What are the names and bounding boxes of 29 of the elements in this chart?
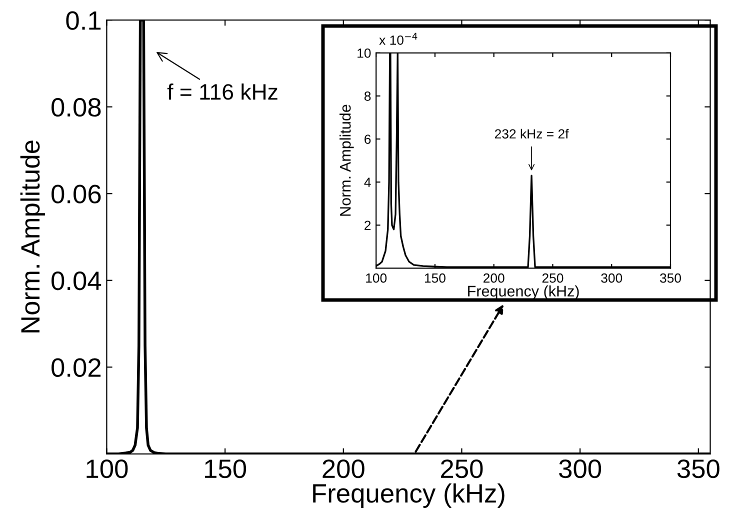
y-tick-label: 0.04 <box>52 272 102 290</box>
x-tick-label: 100 <box>86 459 128 478</box>
x-tick-label: 150 <box>205 459 246 478</box>
y-tick-label: 4 <box>364 178 371 187</box>
x-tick-label: 200 <box>322 459 364 478</box>
x-axis-title: Frequency (kHz) <box>313 483 504 508</box>
y-tick-label: 0.08 <box>52 98 101 117</box>
y-tick-label: 10 <box>358 48 371 58</box>
y-tick-label: 8 <box>364 92 371 101</box>
y-tick-label: 0.06 <box>52 184 101 204</box>
x-tick-label: 150 <box>424 273 446 283</box>
x-tick-label: 200 <box>484 273 504 283</box>
y-tick-label: 6 <box>364 134 371 144</box>
x-tick-label: 250 <box>542 273 564 283</box>
x-tick-label: 350 <box>677 459 720 478</box>
x-tick-label: 300 <box>601 273 622 283</box>
x-tick-label: 300 <box>559 459 602 478</box>
x-tick-label: 250 <box>441 459 483 478</box>
x-tick-label: 100 <box>366 273 387 283</box>
annotation: x 10$^{−4}$ <box>379 32 418 45</box>
annotation: f = 116 kHz <box>167 83 278 100</box>
y-axis-title: Norm. Amplitude <box>340 104 354 216</box>
annotation: 232 kHz = 2f <box>494 128 569 139</box>
y-tick-label: 0.02 <box>52 358 101 377</box>
y-axis-title: Norm. Amplitude <box>20 140 45 332</box>
y-tick-label: 2 <box>364 220 371 230</box>
x-tick-label: 350 <box>660 273 681 283</box>
x-axis-title: Frequency (kHz) <box>468 285 579 300</box>
y-tick-label: 0.1 <box>66 11 101 30</box>
